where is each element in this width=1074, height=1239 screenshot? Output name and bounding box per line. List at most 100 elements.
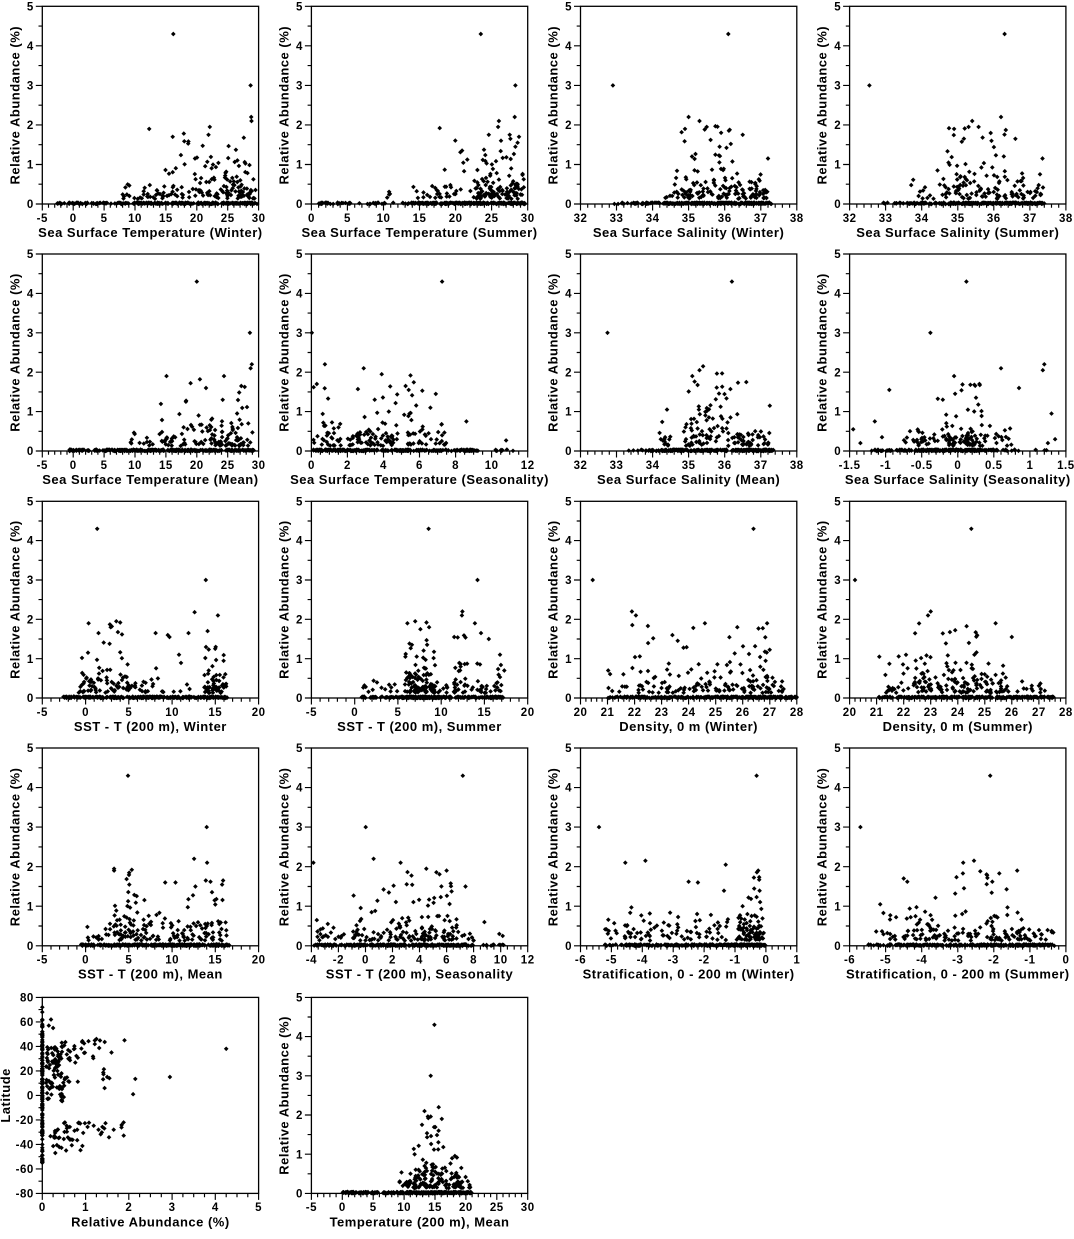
svg-text:3: 3 (169, 1202, 176, 1214)
svg-text:0: 0 (296, 1189, 303, 1201)
svg-text:Relative Abundance (%): Relative Abundance (%) (546, 520, 561, 679)
svg-text:3: 3 (565, 328, 572, 340)
svg-text:15: 15 (159, 460, 173, 472)
svg-text:4: 4 (565, 289, 572, 301)
svg-text:0: 0 (27, 1091, 34, 1103)
svg-text:0: 0 (27, 446, 34, 458)
svg-text:-2: -2 (333, 955, 344, 967)
svg-text:5: 5 (394, 707, 401, 719)
svg-text:1: 1 (565, 407, 572, 419)
svg-text:4: 4 (27, 536, 34, 548)
svg-text:5: 5 (834, 496, 841, 508)
svg-text:5: 5 (565, 743, 572, 755)
svg-text:0: 0 (565, 199, 572, 211)
svg-text:28: 28 (1059, 707, 1073, 719)
svg-text:12: 12 (521, 955, 535, 967)
svg-text:5: 5 (125, 955, 132, 967)
svg-text:15: 15 (208, 707, 222, 719)
svg-text:32: 32 (843, 213, 857, 225)
svg-text:-5: -5 (37, 213, 48, 225)
svg-text:-5: -5 (37, 955, 48, 967)
svg-text:0: 0 (362, 955, 369, 967)
svg-text:4: 4 (380, 460, 387, 472)
svg-text:5: 5 (27, 249, 34, 261)
svg-text:-0.5: -0.5 (911, 460, 933, 472)
svg-text:0: 0 (762, 955, 769, 967)
svg-text:4: 4 (27, 289, 34, 301)
svg-text:3: 3 (834, 81, 841, 93)
svg-text:28: 28 (790, 707, 804, 719)
svg-text:2: 2 (27, 120, 34, 132)
svg-text:Latitude: Latitude (0, 1068, 13, 1123)
svg-text:0: 0 (565, 941, 572, 953)
svg-text:26: 26 (1005, 707, 1019, 719)
svg-text:36: 36 (718, 460, 732, 472)
svg-text:2: 2 (27, 614, 34, 626)
svg-text:5: 5 (344, 213, 351, 225)
svg-text:Relative Abundance (%): Relative Abundance (%) (546, 768, 561, 927)
svg-text:Sea Surface Temperature (Seaso: Sea Surface Temperature (Seasonality) (290, 472, 549, 487)
svg-text:2: 2 (125, 1202, 132, 1214)
svg-text:10: 10 (377, 213, 391, 225)
svg-text:Relative Abundance (%): Relative Abundance (%) (71, 1214, 230, 1229)
svg-text:2: 2 (344, 460, 351, 472)
svg-text:36: 36 (718, 213, 732, 225)
svg-text:25: 25 (485, 213, 499, 225)
svg-text:-1: -1 (1024, 955, 1035, 967)
svg-text:32: 32 (574, 213, 588, 225)
svg-text:Sea Surface Temperature (Summe: Sea Surface Temperature (Summer) (301, 225, 537, 240)
svg-text:1: 1 (296, 407, 303, 419)
svg-text:4: 4 (834, 783, 841, 795)
svg-text:1: 1 (793, 955, 800, 967)
svg-text:5: 5 (125, 707, 132, 719)
svg-text:20: 20 (252, 707, 266, 719)
svg-text:8: 8 (452, 460, 459, 472)
svg-text:-5: -5 (880, 955, 891, 967)
svg-text:1: 1 (296, 1149, 303, 1161)
svg-text:0: 0 (296, 446, 303, 458)
svg-text:-6: -6 (844, 955, 855, 967)
svg-text:30: 30 (521, 213, 535, 225)
svg-text:Relative Abundance (%): Relative Abundance (%) (546, 273, 561, 432)
svg-text:3: 3 (296, 822, 303, 834)
svg-text:5: 5 (296, 743, 303, 755)
svg-text:-4: -4 (306, 955, 317, 967)
svg-text:0: 0 (296, 941, 303, 953)
svg-text:1: 1 (834, 407, 841, 419)
svg-text:10: 10 (128, 460, 142, 472)
svg-text:-4: -4 (637, 955, 648, 967)
svg-text:1: 1 (565, 160, 572, 172)
svg-text:0: 0 (834, 941, 841, 953)
svg-text:0: 0 (351, 707, 358, 719)
svg-text:Temperature (200 m), Mean: Temperature (200 m), Mean (330, 1214, 510, 1229)
svg-text:15: 15 (428, 1202, 442, 1214)
svg-text:30: 30 (252, 460, 266, 472)
svg-text:1: 1 (565, 901, 572, 913)
svg-text:Relative Abundance (%): Relative Abundance (%) (815, 520, 830, 679)
svg-text:0: 0 (834, 446, 841, 458)
svg-text:5: 5 (101, 213, 108, 225)
svg-text:27: 27 (1032, 707, 1046, 719)
svg-text:8: 8 (470, 955, 477, 967)
svg-text:2: 2 (834, 120, 841, 132)
svg-text:Stratification, 0 - 200 m (Sum: Stratification, 0 - 200 m (Summer) (846, 967, 1070, 982)
svg-text:5: 5 (27, 743, 34, 755)
svg-text:Sea Surface Salinity (Winter): Sea Surface Salinity (Winter) (593, 225, 784, 240)
svg-text:24: 24 (951, 707, 965, 719)
svg-text:12: 12 (521, 460, 535, 472)
svg-text:0: 0 (27, 199, 34, 211)
svg-text:Relative Abundance (%): Relative Abundance (%) (7, 768, 22, 927)
svg-text:10: 10 (397, 1202, 411, 1214)
svg-text:0: 0 (565, 693, 572, 705)
svg-text:2: 2 (27, 862, 34, 874)
svg-text:2: 2 (389, 955, 396, 967)
svg-text:40: 40 (20, 1042, 34, 1054)
svg-text:Density, 0 m (Summer): Density, 0 m (Summer) (883, 719, 1033, 734)
svg-text:2: 2 (565, 614, 572, 626)
svg-text:0: 0 (82, 707, 89, 719)
svg-text:2: 2 (296, 367, 303, 379)
svg-text:0: 0 (308, 460, 315, 472)
svg-text:3: 3 (27, 81, 34, 93)
svg-text:34: 34 (646, 213, 660, 225)
svg-text:20: 20 (449, 213, 463, 225)
